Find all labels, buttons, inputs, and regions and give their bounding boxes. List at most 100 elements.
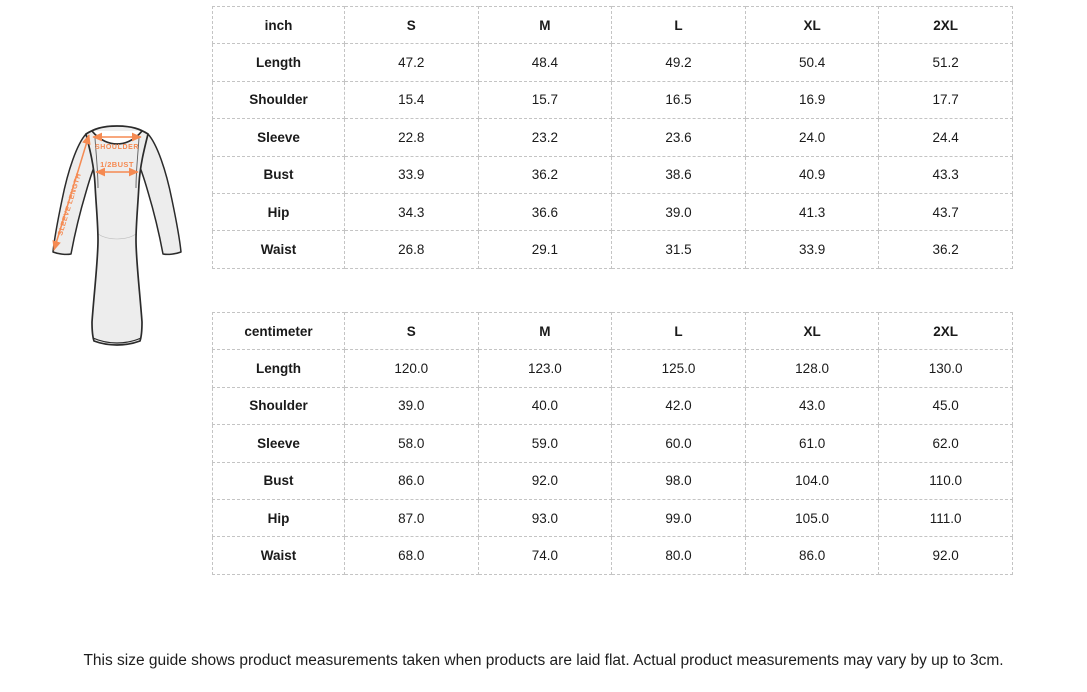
table-row: Waist 26.8 29.1 31.5 33.9 36.2 [212,230,1013,269]
row-label: Sleeve [212,424,345,463]
size-header-s: S [344,5,479,45]
cell-value: 48.4 [477,43,613,82]
cell-value: 36.2 [477,155,613,194]
cell-value: 15.7 [477,80,613,120]
row-label: Length [212,43,345,82]
table-row: Hip 87.0 93.0 99.0 105.0 111.0 [212,498,1013,538]
size-table-centimeter: centimeter S M L XL 2XL Length 120.0 123… [212,311,1013,575]
cell-value: 92.0 [477,461,613,500]
cell-value: 58.0 [344,424,479,463]
cell-value: 24.0 [744,118,880,157]
cell-value: 23.6 [611,118,746,157]
cell-value: 45.0 [878,386,1013,426]
row-label: Length [212,349,345,388]
cell-value: 128.0 [744,349,880,388]
cell-value: 105.0 [744,498,880,538]
cell-value: 22.8 [344,118,479,157]
size-guide-disclaimer: This size guide shows product measuremen… [83,652,1004,669]
size-header-m: M [477,5,613,45]
cell-value: 110.0 [878,461,1013,500]
table-row: Shoulder 15.4 15.7 16.5 16.9 17.7 [212,80,1013,120]
cell-value: 40.0 [477,386,613,426]
size-header-m: M [477,311,613,351]
cell-value: 36.6 [477,192,613,232]
size-header-l: L [611,5,746,45]
cell-value: 33.9 [344,155,479,194]
table-row: Sleeve 58.0 59.0 60.0 61.0 62.0 [212,424,1013,463]
shoulder-label: SHOULDER [95,144,139,151]
cell-value: 68.0 [344,536,479,575]
cell-value: 111.0 [878,498,1013,538]
table-row: Sleeve 22.8 23.2 23.6 24.0 24.4 [212,118,1013,157]
table-header-row: inch S M L XL 2XL [212,5,1013,45]
cell-value: 23.2 [477,118,613,157]
cell-value: 92.0 [878,536,1013,575]
cell-value: 47.2 [344,43,479,82]
cell-value: 43.7 [878,192,1013,232]
cell-value: 86.0 [744,536,880,575]
cell-value: 41.3 [744,192,880,232]
dress-body-shape [52,125,182,346]
cell-value: 42.0 [611,386,746,426]
cell-value: 34.3 [344,192,479,232]
cell-value: 130.0 [878,349,1013,388]
row-label: Sleeve [212,118,345,157]
table-row: Bust 33.9 36.2 38.6 40.9 43.3 [212,155,1013,194]
size-header-2xl: 2XL [878,311,1013,351]
cell-value: 62.0 [878,424,1013,463]
cell-value: 33.9 [744,230,880,269]
cell-value: 86.0 [344,461,479,500]
cell-value: 16.5 [611,80,746,120]
cell-value: 49.2 [611,43,746,82]
cell-value: 59.0 [477,424,613,463]
size-header-s: S [344,311,479,351]
cell-value: 39.0 [611,192,746,232]
cell-value: 125.0 [611,349,746,388]
size-header-xl: XL [744,5,880,45]
cell-value: 17.7 [878,80,1013,120]
cell-value: 123.0 [477,349,613,388]
size-header-2xl: 2XL [878,5,1013,45]
cell-value: 80.0 [611,536,746,575]
row-label: Hip [212,192,345,232]
cell-value: 15.4 [344,80,479,120]
table-row: Hip 34.3 36.6 39.0 41.3 43.7 [212,192,1013,232]
table-row: Bust 86.0 92.0 98.0 104.0 110.0 [212,461,1013,500]
size-table-inch: inch S M L XL 2XL Length 47.2 48.4 49.2 … [212,5,1013,269]
cell-value: 51.2 [878,43,1013,82]
table-row: Length 120.0 123.0 125.0 128.0 130.0 [212,349,1013,388]
unit-header: inch [212,5,345,45]
size-header-l: L [611,311,746,351]
row-label: Waist [212,536,345,575]
half-bust-measure-arrow: 1/2BUST [95,160,139,177]
cell-value: 99.0 [611,498,746,538]
cell-value: 24.4 [878,118,1013,157]
cell-value: 26.8 [344,230,479,269]
cell-value: 93.0 [477,498,613,538]
cell-value: 40.9 [744,155,880,194]
table-header-row: centimeter S M L XL 2XL [212,311,1013,351]
cell-value: 74.0 [477,536,613,575]
cell-value: 43.0 [744,386,880,426]
cell-value: 104.0 [744,461,880,500]
cell-value: 39.0 [344,386,479,426]
row-label: Bust [212,461,345,500]
unit-header: centimeter [212,311,345,351]
cell-value: 36.2 [878,230,1013,269]
cell-value: 50.4 [744,43,880,82]
cell-value: 16.9 [744,80,880,120]
row-label: Hip [212,498,345,538]
row-label: Bust [212,155,345,194]
table-row: Shoulder 39.0 40.0 42.0 43.0 45.0 [212,386,1013,426]
row-label: Shoulder [212,80,345,120]
table-row: Length 47.2 48.4 49.2 50.4 51.2 [212,43,1013,82]
row-label: Waist [212,230,345,269]
cell-value: 60.0 [611,424,746,463]
cell-value: 120.0 [344,349,479,388]
cell-value: 87.0 [344,498,479,538]
table-row: Waist 68.0 74.0 80.0 86.0 92.0 [212,536,1013,575]
cell-value: 38.6 [611,155,746,194]
cell-value: 29.1 [477,230,613,269]
dress-illustration: SHOULDER 1/2BUST SLEEVE LENGTH [22,108,212,348]
cell-value: 43.3 [878,155,1013,194]
